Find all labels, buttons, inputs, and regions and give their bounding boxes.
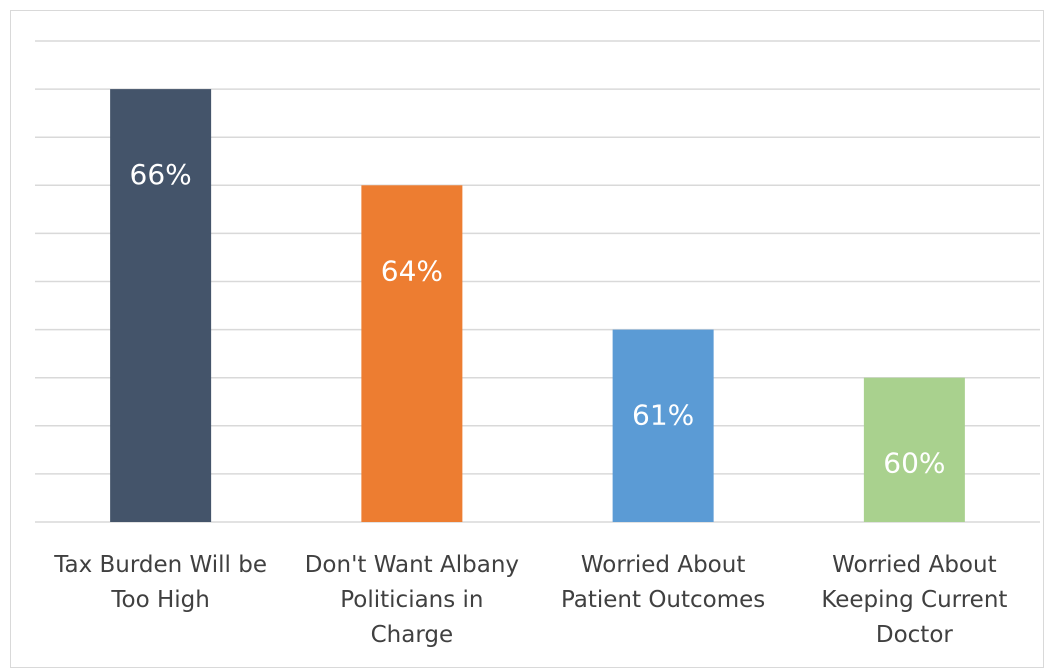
category-label-line: Doctor xyxy=(876,622,954,648)
category-label-3: Worried About Patient Outcomes xyxy=(561,552,765,613)
data-label-2: 64% xyxy=(381,254,443,287)
bar-2 xyxy=(361,185,463,523)
bar-1 xyxy=(110,89,212,522)
category-label-line: Politicians in xyxy=(340,587,483,613)
category-label-line: Tax Burden Will be xyxy=(53,552,267,578)
category-label-line: Worried About xyxy=(581,552,745,578)
category-label-line: Charge xyxy=(371,622,454,648)
data-label-1: 66% xyxy=(130,158,192,191)
category-label-line: Patient Outcomes xyxy=(561,587,765,613)
category-label-1: Tax Burden Will be Too High xyxy=(53,552,267,613)
category-label-line: Too High xyxy=(110,587,209,613)
category-label-line: Worried About xyxy=(832,552,996,578)
bar-3 xyxy=(612,329,714,522)
category-label-line: Don't Want Albany xyxy=(305,552,519,578)
bar-4 xyxy=(863,377,965,522)
category-label-line: Keeping Current xyxy=(821,587,1007,613)
data-label-3: 61% xyxy=(632,399,694,432)
data-label-4: 60% xyxy=(883,447,945,480)
category-label-4: Worried About Keeping Current Doctor xyxy=(821,552,1007,648)
category-label-2: Don't Want Albany Politicians in Charge xyxy=(305,552,519,648)
